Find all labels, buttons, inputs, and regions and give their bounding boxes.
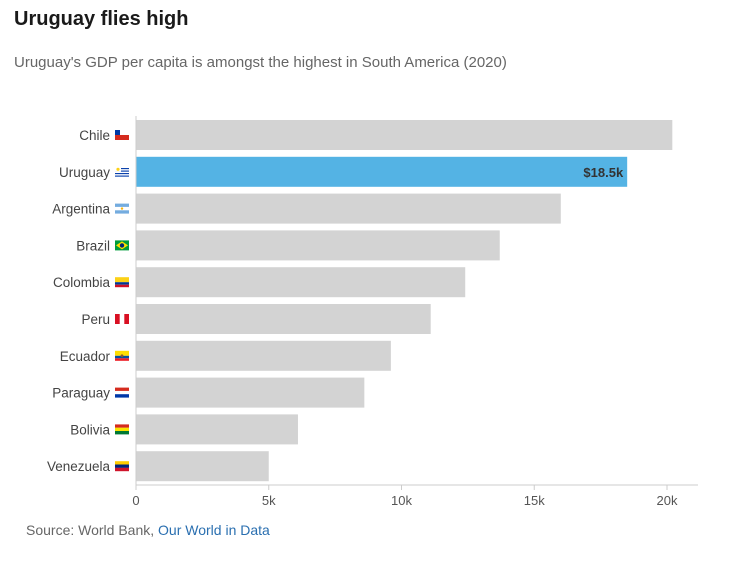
source-prefix: Source: World Bank,	[26, 522, 159, 538]
category-label-brazil: Brazil	[76, 238, 110, 253]
chart-title: Uruguay flies high	[14, 8, 189, 30]
category-label-paraguay: Paraguay	[52, 386, 110, 401]
category-label-colombia: Colombia	[53, 275, 111, 290]
uruguay-flag-icon	[115, 166, 129, 177]
venezuela-flag-icon	[115, 461, 129, 472]
bar-peru	[136, 304, 431, 334]
bar-colombia	[136, 267, 466, 298]
bar-venezuela	[136, 451, 269, 482]
bar-ecuador	[136, 340, 391, 371]
bar-chart: Chile Uruguay $18.5k Argentina Brazil Colombi…	[47, 116, 698, 508]
chile-flag-icon	[115, 130, 129, 140]
bolivia-flag-icon	[115, 424, 129, 435]
brazil-flag-icon	[115, 240, 129, 251]
chart-subtitle: Uruguay's GDP per capita is amongst the …	[14, 54, 507, 71]
category-label-peru: Peru	[81, 312, 110, 327]
data-label-uruguay: $18.5k	[583, 165, 624, 180]
x-tick-label: 5k	[262, 493, 276, 508]
ecuador-flag-icon	[115, 350, 129, 361]
category-label-argentina: Argentina	[52, 202, 110, 217]
category-label-venezuela: Venezuela	[47, 459, 111, 474]
bar-brazil	[136, 230, 500, 261]
bar-bolivia	[136, 414, 298, 445]
peru-flag-icon	[115, 314, 129, 324]
bar-uruguay	[136, 156, 628, 187]
category-label-ecuador: Ecuador	[60, 349, 111, 364]
category-label-bolivia: Bolivia	[70, 422, 110, 437]
category-label-uruguay: Uruguay	[59, 165, 110, 180]
x-tick-label: 10k	[391, 493, 412, 508]
colombia-flag-icon	[115, 277, 129, 288]
x-tick-label: 0	[132, 493, 139, 508]
bar-chile	[136, 120, 673, 150]
bar-argentina	[136, 193, 561, 224]
argentina-flag-icon	[115, 203, 129, 214]
x-tick-label: 15k	[524, 493, 545, 508]
paraguay-flag-icon	[115, 387, 129, 398]
category-label-chile: Chile	[79, 128, 110, 143]
bar-paraguay	[136, 377, 365, 408]
x-tick-label: 20k	[657, 493, 678, 508]
source-note: Source: World Bank, Our World in Data	[26, 522, 270, 538]
source-link[interactable]: Our World in Data	[158, 522, 270, 538]
